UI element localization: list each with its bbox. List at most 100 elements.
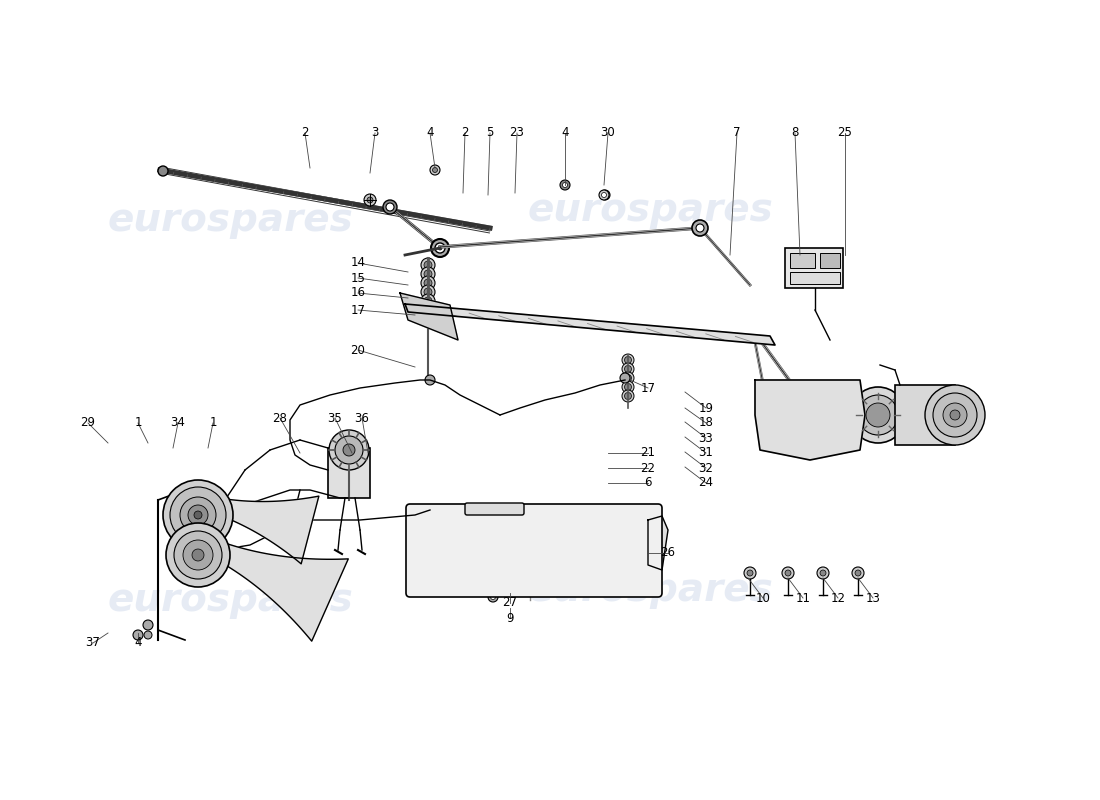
- Circle shape: [625, 366, 631, 373]
- Text: 13: 13: [866, 591, 880, 605]
- Text: 33: 33: [698, 431, 714, 445]
- Text: 4: 4: [134, 637, 142, 650]
- Circle shape: [424, 297, 432, 305]
- Circle shape: [424, 315, 432, 323]
- Circle shape: [180, 497, 216, 533]
- Circle shape: [562, 182, 568, 187]
- Circle shape: [421, 285, 434, 299]
- Text: 32: 32: [698, 462, 714, 474]
- Text: 22: 22: [640, 462, 656, 474]
- Text: 1: 1: [209, 417, 217, 430]
- Circle shape: [174, 531, 222, 579]
- Circle shape: [421, 312, 434, 326]
- Circle shape: [600, 190, 610, 200]
- Circle shape: [846, 391, 854, 399]
- Circle shape: [364, 194, 376, 206]
- Text: 5: 5: [486, 126, 494, 139]
- Circle shape: [744, 567, 756, 579]
- Text: 3: 3: [372, 126, 378, 139]
- Circle shape: [925, 385, 985, 445]
- Circle shape: [188, 505, 208, 525]
- Circle shape: [144, 631, 152, 639]
- Text: 8: 8: [791, 126, 799, 139]
- Text: 34: 34: [170, 417, 186, 430]
- Circle shape: [625, 374, 631, 382]
- Circle shape: [600, 190, 609, 200]
- Circle shape: [192, 549, 204, 561]
- Text: 10: 10: [756, 591, 770, 605]
- Text: eurospares: eurospares: [107, 581, 353, 619]
- Text: eurospares: eurospares: [527, 191, 773, 229]
- Circle shape: [855, 570, 861, 576]
- Circle shape: [785, 570, 791, 576]
- Circle shape: [620, 373, 630, 383]
- Circle shape: [424, 306, 432, 314]
- Circle shape: [158, 166, 168, 176]
- Circle shape: [183, 540, 213, 570]
- Text: 6: 6: [645, 477, 651, 490]
- Circle shape: [421, 303, 434, 317]
- Bar: [820, 253, 840, 268]
- Text: 37: 37: [86, 637, 100, 650]
- Text: 28: 28: [273, 411, 287, 425]
- Text: 2: 2: [301, 126, 309, 139]
- Circle shape: [943, 403, 967, 427]
- Circle shape: [820, 570, 826, 576]
- Text: 14: 14: [351, 257, 365, 270]
- Polygon shape: [194, 494, 319, 564]
- Circle shape: [383, 200, 397, 214]
- Circle shape: [866, 403, 890, 427]
- Circle shape: [858, 395, 898, 435]
- Circle shape: [430, 165, 440, 175]
- Circle shape: [621, 372, 634, 384]
- Circle shape: [438, 246, 442, 250]
- Text: 35: 35: [328, 411, 342, 425]
- Circle shape: [170, 487, 226, 543]
- Circle shape: [852, 567, 864, 579]
- Circle shape: [603, 193, 607, 198]
- Circle shape: [692, 220, 708, 236]
- Ellipse shape: [786, 408, 823, 428]
- Text: 29: 29: [80, 417, 96, 430]
- Circle shape: [431, 239, 449, 257]
- Text: 4: 4: [427, 126, 433, 139]
- Text: 25: 25: [837, 126, 852, 139]
- Circle shape: [560, 180, 570, 190]
- Circle shape: [782, 567, 794, 579]
- Circle shape: [421, 294, 434, 308]
- Circle shape: [329, 430, 368, 470]
- Text: 31: 31: [698, 446, 714, 459]
- Text: 21: 21: [640, 446, 656, 459]
- Text: 18: 18: [698, 417, 714, 430]
- Circle shape: [133, 630, 143, 640]
- Circle shape: [817, 567, 829, 579]
- Text: 19: 19: [698, 402, 714, 414]
- Text: 23: 23: [509, 126, 525, 139]
- FancyBboxPatch shape: [465, 503, 524, 515]
- Circle shape: [424, 288, 432, 296]
- Polygon shape: [400, 293, 458, 340]
- Circle shape: [166, 523, 230, 587]
- Circle shape: [421, 267, 434, 281]
- Text: 17: 17: [640, 382, 656, 394]
- Circle shape: [747, 570, 754, 576]
- Text: 17: 17: [351, 303, 365, 317]
- Circle shape: [336, 436, 363, 464]
- Bar: [790, 253, 815, 268]
- Circle shape: [421, 258, 434, 272]
- Circle shape: [796, 444, 804, 452]
- Text: 2: 2: [461, 126, 469, 139]
- Circle shape: [621, 390, 634, 402]
- Text: 36: 36: [354, 411, 370, 425]
- Circle shape: [602, 193, 606, 198]
- Circle shape: [424, 270, 432, 278]
- Circle shape: [950, 410, 960, 420]
- Circle shape: [621, 381, 634, 393]
- Circle shape: [386, 203, 394, 211]
- Text: 11: 11: [795, 591, 811, 605]
- Circle shape: [425, 375, 435, 385]
- Polygon shape: [191, 533, 349, 641]
- Circle shape: [367, 197, 373, 203]
- Circle shape: [771, 391, 779, 399]
- Text: 16: 16: [351, 286, 365, 299]
